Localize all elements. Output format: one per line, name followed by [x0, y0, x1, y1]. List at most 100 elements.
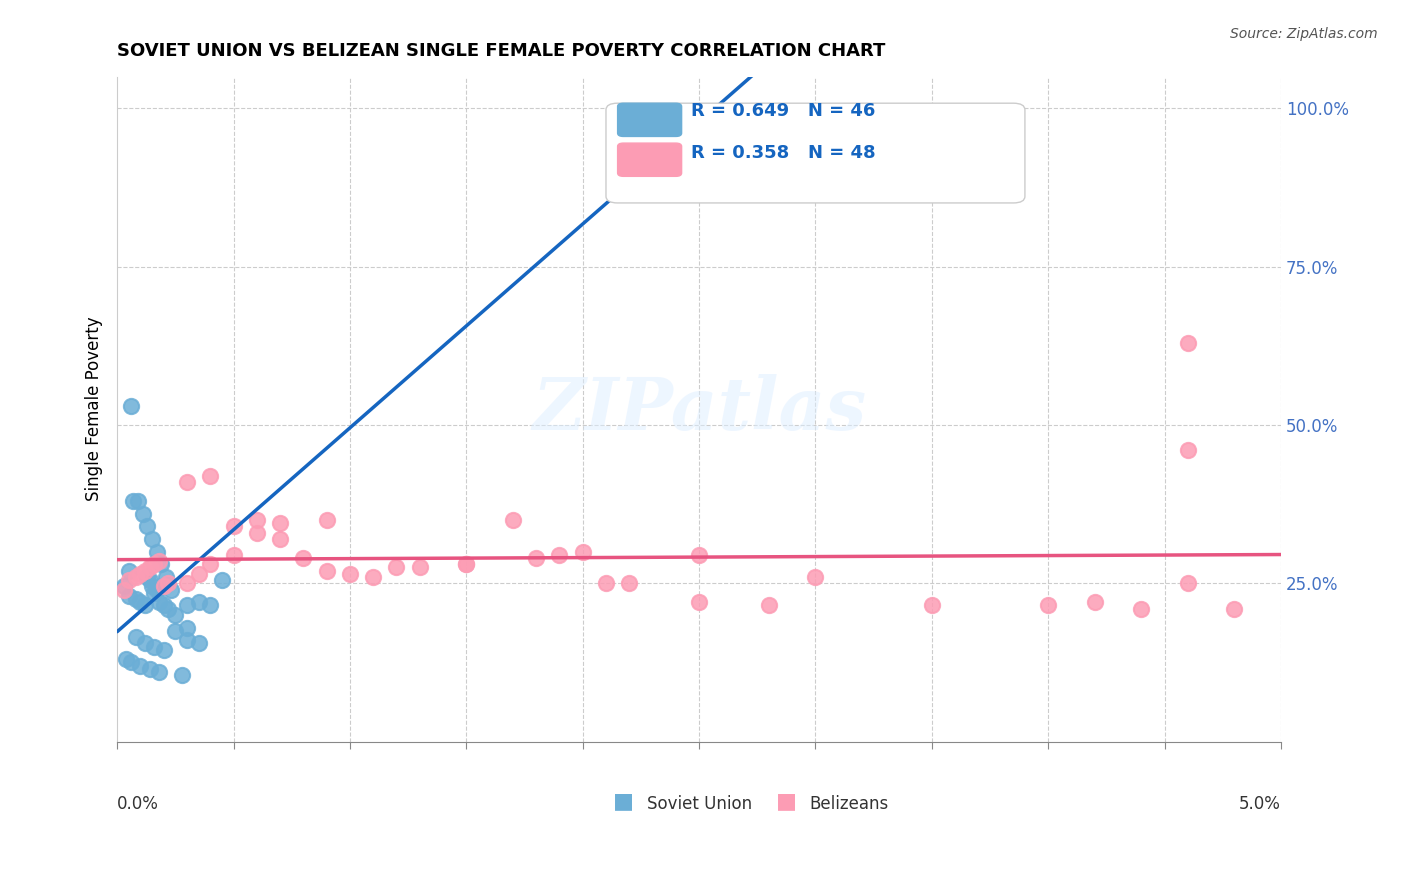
Point: [361, 570, 384, 584]
Point: [619, 133, 641, 147]
Point: [176, 599, 198, 613]
Text: ■: ■: [613, 791, 634, 812]
Point: [315, 564, 337, 578]
Point: [1223, 601, 1246, 615]
Point: [246, 513, 269, 527]
Point: [129, 595, 152, 609]
Point: [409, 560, 432, 574]
Point: [804, 570, 827, 584]
Point: [152, 642, 174, 657]
Point: [143, 640, 166, 654]
Point: [118, 589, 141, 603]
Point: [118, 573, 141, 587]
Point: [136, 519, 159, 533]
Point: [571, 544, 593, 558]
Text: Belizeans: Belizeans: [810, 795, 889, 813]
Point: [134, 564, 156, 578]
Point: [524, 550, 547, 565]
Point: [665, 133, 688, 147]
Point: [1038, 599, 1060, 613]
Point: [155, 570, 177, 584]
Text: R = 0.358   N = 48: R = 0.358 N = 48: [690, 144, 876, 161]
Point: [456, 558, 478, 572]
Point: [145, 582, 167, 597]
Point: [187, 566, 209, 581]
Point: [159, 582, 181, 597]
Point: [548, 548, 571, 562]
Point: [246, 525, 269, 540]
Point: [129, 566, 152, 581]
Point: [141, 532, 163, 546]
Point: [339, 566, 361, 581]
Point: [145, 544, 167, 558]
Point: [211, 573, 233, 587]
Point: [200, 468, 222, 483]
Point: [112, 579, 135, 593]
Point: [222, 519, 245, 533]
Point: [125, 630, 148, 644]
Point: [157, 601, 180, 615]
Point: [200, 599, 222, 613]
FancyBboxPatch shape: [617, 143, 682, 177]
Point: [148, 554, 170, 568]
Point: [132, 507, 155, 521]
Point: [619, 576, 641, 591]
Point: [125, 592, 148, 607]
Point: [152, 579, 174, 593]
Point: [143, 558, 166, 572]
Point: [758, 599, 780, 613]
Point: [641, 133, 664, 147]
Point: [125, 570, 148, 584]
Text: ZIPatlas: ZIPatlas: [531, 374, 866, 444]
Point: [1130, 601, 1153, 615]
Point: [921, 599, 943, 613]
Point: [688, 548, 710, 562]
FancyBboxPatch shape: [606, 103, 1025, 203]
Point: [139, 573, 162, 587]
FancyBboxPatch shape: [617, 103, 682, 136]
Point: [1177, 443, 1199, 458]
Point: [152, 599, 174, 613]
Point: [200, 558, 222, 572]
Point: [688, 595, 710, 609]
Point: [141, 579, 163, 593]
Point: [134, 636, 156, 650]
Point: [269, 516, 291, 530]
Text: ■: ■: [776, 791, 797, 812]
Point: [1084, 595, 1107, 609]
Point: [112, 582, 135, 597]
Point: [456, 558, 478, 572]
Point: [136, 570, 159, 584]
Point: [172, 668, 194, 682]
Point: [148, 665, 170, 679]
Point: [139, 662, 162, 676]
Point: [143, 586, 166, 600]
Text: 0.0%: 0.0%: [117, 795, 159, 813]
Point: [115, 652, 138, 666]
Point: [129, 658, 152, 673]
Point: [176, 621, 198, 635]
Point: [176, 475, 198, 489]
Point: [187, 595, 209, 609]
Y-axis label: Single Female Poverty: Single Female Poverty: [86, 317, 103, 501]
Point: [165, 607, 187, 622]
Text: 5.0%: 5.0%: [1239, 795, 1281, 813]
Point: [315, 513, 337, 527]
Text: SOVIET UNION VS BELIZEAN SINGLE FEMALE POVERTY CORRELATION CHART: SOVIET UNION VS BELIZEAN SINGLE FEMALE P…: [117, 42, 886, 60]
Point: [187, 636, 209, 650]
Point: [292, 550, 315, 565]
Point: [150, 558, 173, 572]
Point: [1177, 576, 1199, 591]
Point: [385, 560, 408, 574]
Point: [120, 399, 142, 413]
Point: [176, 633, 198, 648]
Text: Soviet Union: Soviet Union: [647, 795, 752, 813]
Point: [269, 532, 291, 546]
Point: [127, 494, 149, 508]
Point: [148, 595, 170, 609]
Point: [157, 576, 180, 591]
Point: [120, 656, 142, 670]
Point: [222, 548, 245, 562]
Point: [502, 513, 524, 527]
Point: [595, 576, 617, 591]
